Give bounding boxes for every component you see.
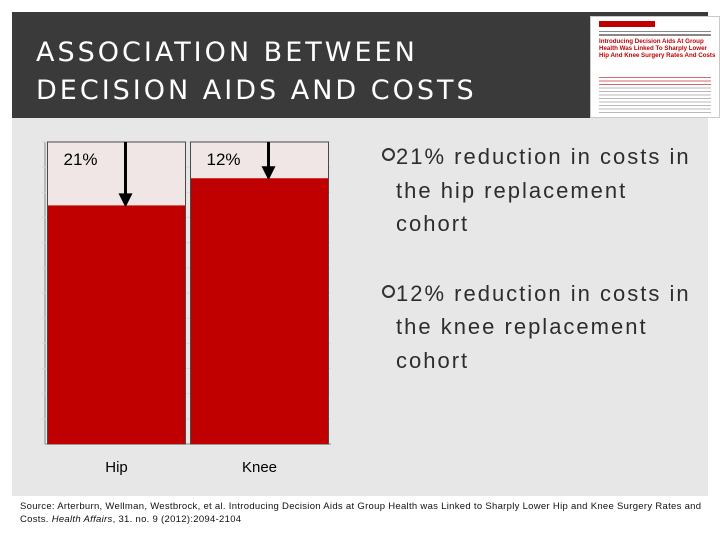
- slide-title: ASSOCIATION BETWEEN DECISION AIDS AND CO…: [36, 37, 477, 106]
- bullet-list: 21% reduction in costs in the hip replac…: [382, 140, 702, 413]
- source-details: , 31. no. 9 (2012):2094-2104: [112, 514, 242, 525]
- slide-content: 21% Hip 12% Knee 21% reduction in costs in …: [12, 118, 708, 496]
- circle-bullet-icon: [382, 148, 395, 161]
- source-text: Source: Arterburn, Wellman, Westbrock, e…: [20, 501, 702, 525]
- bar-hip: [48, 205, 185, 444]
- article-thumbnail-authors: [599, 31, 711, 33]
- article-thumbnail-banner: [599, 21, 655, 27]
- x-tick-label-knee: Knee: [242, 459, 277, 476]
- bullet-text-knee: 12% reduction in costs in the knee repla…: [396, 280, 691, 373]
- bar-knee: [191, 178, 328, 445]
- source-citation: Source: Arterburn, Wellman, Westbrock, e…: [20, 500, 710, 526]
- article-thumbnail: Introducing Decision Aids At Group Healt…: [590, 16, 720, 118]
- source-journal: Health Affairs: [51, 514, 113, 525]
- circle-bullet-icon: [382, 284, 395, 298]
- x-tick-label-hip: Hip: [105, 459, 128, 476]
- bullet-item-knee: 12% reduction in costs in the knee repla…: [382, 277, 702, 378]
- reduction-label-hip: 21%: [63, 150, 97, 169]
- bar-chart: 21% Hip 12% Knee: [42, 141, 331, 476]
- bullet-item-hip: 21% reduction in costs in the hip replac…: [382, 140, 702, 241]
- article-thumbnail-body: [599, 77, 711, 113]
- reduction-label-knee: 12%: [206, 150, 240, 169]
- bullet-text-hip: 21% reduction in costs in the hip replac…: [396, 144, 691, 236]
- reduction-arrowhead-hip: [118, 193, 133, 208]
- article-thumbnail-title: Introducing Decision Aids At Group Healt…: [599, 38, 716, 60]
- slide-header: ASSOCIATION BETWEEN DECISION AIDS AND CO…: [12, 12, 720, 118]
- reduction-arrowhead-knee: [261, 166, 276, 181]
